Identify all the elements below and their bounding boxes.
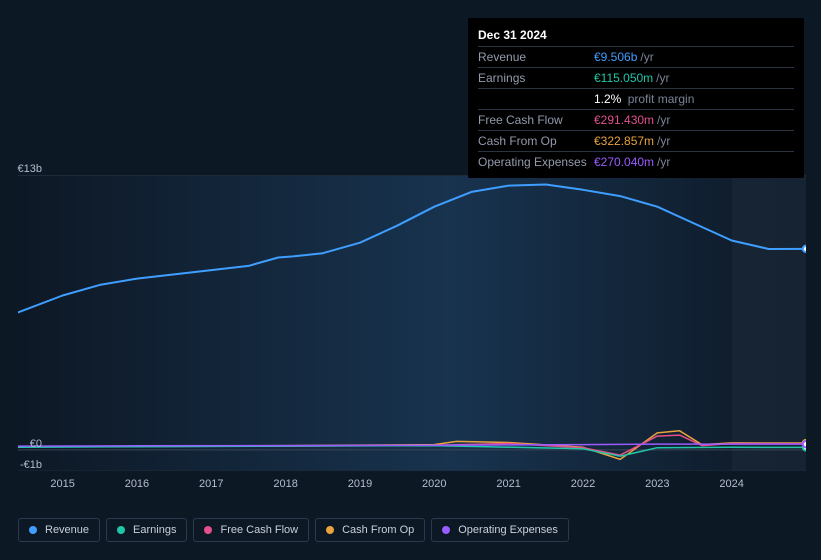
y-axis-tick-label: €0: [30, 438, 42, 450]
chart-legend: Revenue Earnings Free Cash Flow Cash From O…: [18, 518, 569, 542]
legend-label: Revenue: [45, 524, 89, 536]
legend-label: Earnings: [133, 524, 176, 536]
legend-marker-icon: [204, 526, 212, 534]
x-axis-tick-label: 2018: [273, 478, 297, 490]
tooltip-metric-label: Revenue: [478, 50, 594, 64]
legend-label: Operating Expenses: [458, 524, 558, 536]
chart-plot-area[interactable]: [18, 175, 806, 471]
x-axis-tick-label: 2024: [719, 478, 743, 490]
tooltip-row: Free Cash Flow€291.430m/yr: [478, 110, 794, 131]
tooltip-metric-label: Operating Expenses: [478, 155, 594, 169]
tooltip-date: Dec 31 2024: [478, 24, 794, 47]
chart-tooltip: Dec 31 2024 Revenue€9.506b/yrEarnings€11…: [468, 18, 804, 178]
tooltip-unit: /yr: [657, 134, 670, 148]
tooltip-unit: /yr: [657, 113, 670, 127]
tooltip-metric-value: €115.050m: [594, 71, 653, 85]
legend-label: Free Cash Flow: [220, 524, 298, 536]
legend-item[interactable]: Earnings: [106, 518, 187, 542]
legend-item[interactable]: Cash From Op: [315, 518, 425, 542]
tooltip-metric-value: €322.857m: [594, 134, 654, 148]
legend-item[interactable]: Free Cash Flow: [193, 518, 309, 542]
legend-item[interactable]: Revenue: [18, 518, 100, 542]
tooltip-metric-value: €9.506b: [594, 50, 637, 64]
tooltip-row: Cash From Op€322.857m/yr: [478, 131, 794, 152]
x-axis-tick-label: 2021: [496, 478, 520, 490]
x-axis-tick-label: 2023: [645, 478, 669, 490]
tooltip-row: Operating Expenses€270.040m/yr: [478, 152, 794, 172]
tooltip-metric-label: Free Cash Flow: [478, 113, 594, 127]
x-axis-tick-label: 2022: [571, 478, 595, 490]
tooltip-margin-row: 1.2% profit margin: [478, 89, 794, 110]
legend-marker-icon: [326, 526, 334, 534]
tooltip-metric-value: €291.430m: [594, 113, 654, 127]
legend-marker-icon: [117, 526, 125, 534]
tooltip-unit: /yr: [656, 71, 669, 85]
x-axis: 2015 2016 2017 2018 2019 2020 2021 2022 2023 2024: [18, 476, 806, 496]
x-axis-tick-label: 2017: [199, 478, 223, 490]
tooltip-row: Earnings€115.050m/yr: [478, 68, 794, 89]
tooltip-metric-value: €270.040m: [594, 155, 654, 169]
tooltip-metric-label: Earnings: [478, 71, 594, 85]
tooltip-metric-label: Cash From Op: [478, 134, 594, 148]
legend-marker-icon: [442, 526, 450, 534]
tooltip-unit: /yr: [657, 155, 670, 169]
legend-item[interactable]: Operating Expenses: [431, 518, 569, 542]
tooltip-margin-value: 1.2%: [594, 92, 621, 106]
tooltip-margin-label: profit margin: [628, 92, 695, 106]
x-axis-tick-label: 2015: [50, 478, 74, 490]
y-axis-tick-label: €13b: [18, 163, 42, 175]
legend-label: Cash From Op: [342, 524, 414, 536]
x-axis-tick-label: 2016: [125, 478, 149, 490]
tooltip-unit: /yr: [640, 50, 653, 64]
y-axis-tick-label: -€1b: [20, 459, 42, 471]
x-axis-tick-label: 2019: [348, 478, 372, 490]
legend-marker-icon: [29, 526, 37, 534]
x-axis-tick-label: 2020: [422, 478, 446, 490]
tooltip-row: Revenue€9.506b/yr: [478, 47, 794, 68]
